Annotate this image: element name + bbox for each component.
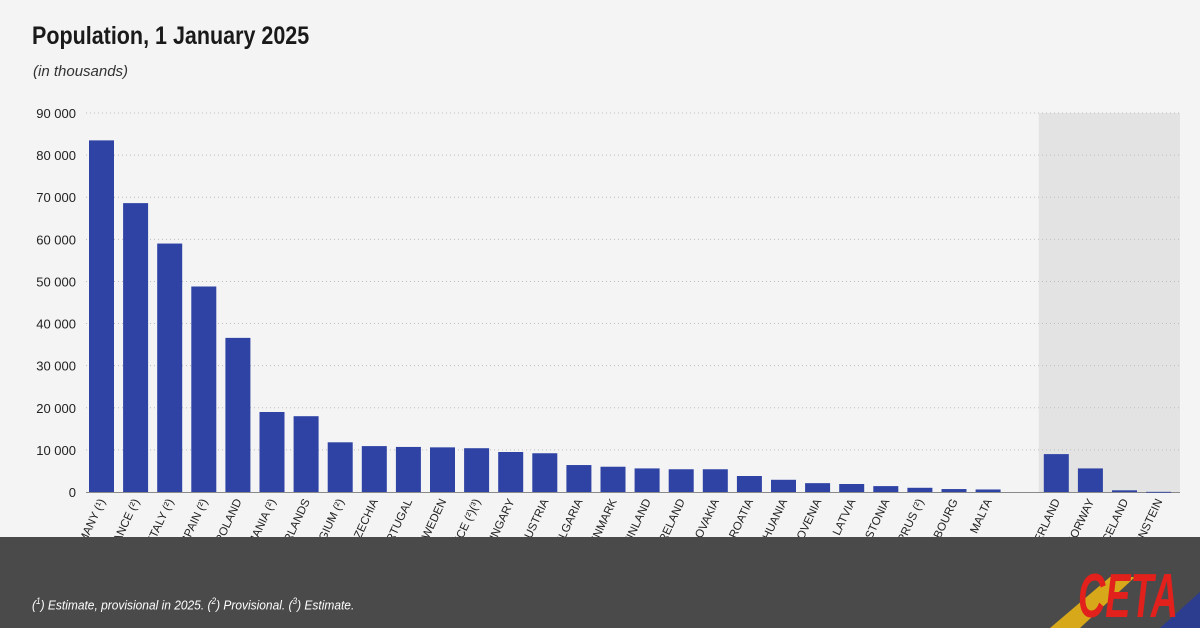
bar (771, 479, 796, 492)
footnote-mark-3: 3 (292, 596, 298, 606)
bar (464, 448, 490, 492)
bar (430, 447, 455, 492)
logo-blue-shape (1160, 592, 1200, 628)
bar (293, 416, 319, 492)
highlight-band (1038, 113, 1180, 492)
y-tick-label: 0 (69, 485, 76, 500)
bar (600, 466, 626, 492)
bar (975, 489, 1001, 492)
bar (736, 475, 762, 492)
y-tick-label: 20 000 (36, 401, 76, 416)
x-tick-label: MALTA (968, 497, 994, 536)
bar (1146, 491, 1172, 493)
bar (361, 446, 387, 492)
y-tick-label: 50 000 (36, 274, 76, 289)
footer-band (0, 537, 1200, 628)
bar (634, 468, 660, 492)
y-tick-label: 10 000 (36, 443, 76, 458)
logo-text: CETA (1078, 562, 1178, 628)
bar (395, 446, 421, 492)
footnote-mark-2: 2 (211, 596, 217, 606)
chart-title: Population, 1 January 2025 (32, 22, 310, 50)
y-tick-label: 60 000 (36, 232, 76, 247)
bar (873, 486, 899, 492)
bar (157, 243, 183, 492)
bar (805, 483, 831, 492)
logo-yellow-shape (1050, 577, 1135, 628)
bar (123, 203, 149, 492)
bar (89, 140, 114, 492)
footnote-text-1: ) Estimate, provisional in 2025. ( (40, 597, 212, 613)
bar (907, 487, 933, 492)
bar (1112, 490, 1137, 492)
x-tick-label: LATVIA (831, 497, 858, 538)
bar (327, 442, 353, 492)
chart-subtitle: (in thousands) (33, 63, 129, 80)
footnote-text-2: ) Provisional. ( (216, 597, 293, 613)
bar (532, 453, 558, 492)
bar (702, 469, 728, 492)
bar (1043, 454, 1069, 492)
footnote-text-3: ) Estimate. (297, 597, 355, 613)
bar (566, 465, 592, 492)
y-tick-label: 90 000 (36, 106, 76, 121)
y-tick-label: 30 000 (36, 359, 76, 374)
bar (191, 286, 217, 492)
bar (225, 337, 251, 492)
bar (941, 489, 967, 492)
x-tick-label: ITALY (²) (147, 497, 177, 543)
bar (1077, 468, 1103, 492)
y-tick-label: 70 000 (36, 190, 76, 205)
bar (259, 411, 285, 492)
bar (839, 483, 865, 492)
y-tick-label: 40 000 (36, 317, 76, 332)
bar (498, 451, 524, 492)
ceta-logo: CETA (1050, 562, 1200, 628)
bar (668, 469, 694, 492)
footnote-mark-1: 1 (35, 596, 41, 606)
y-tick-label: 80 000 (36, 148, 76, 163)
footnote: (1) Estimate, provisional in 2025. (2) P… (32, 596, 355, 613)
